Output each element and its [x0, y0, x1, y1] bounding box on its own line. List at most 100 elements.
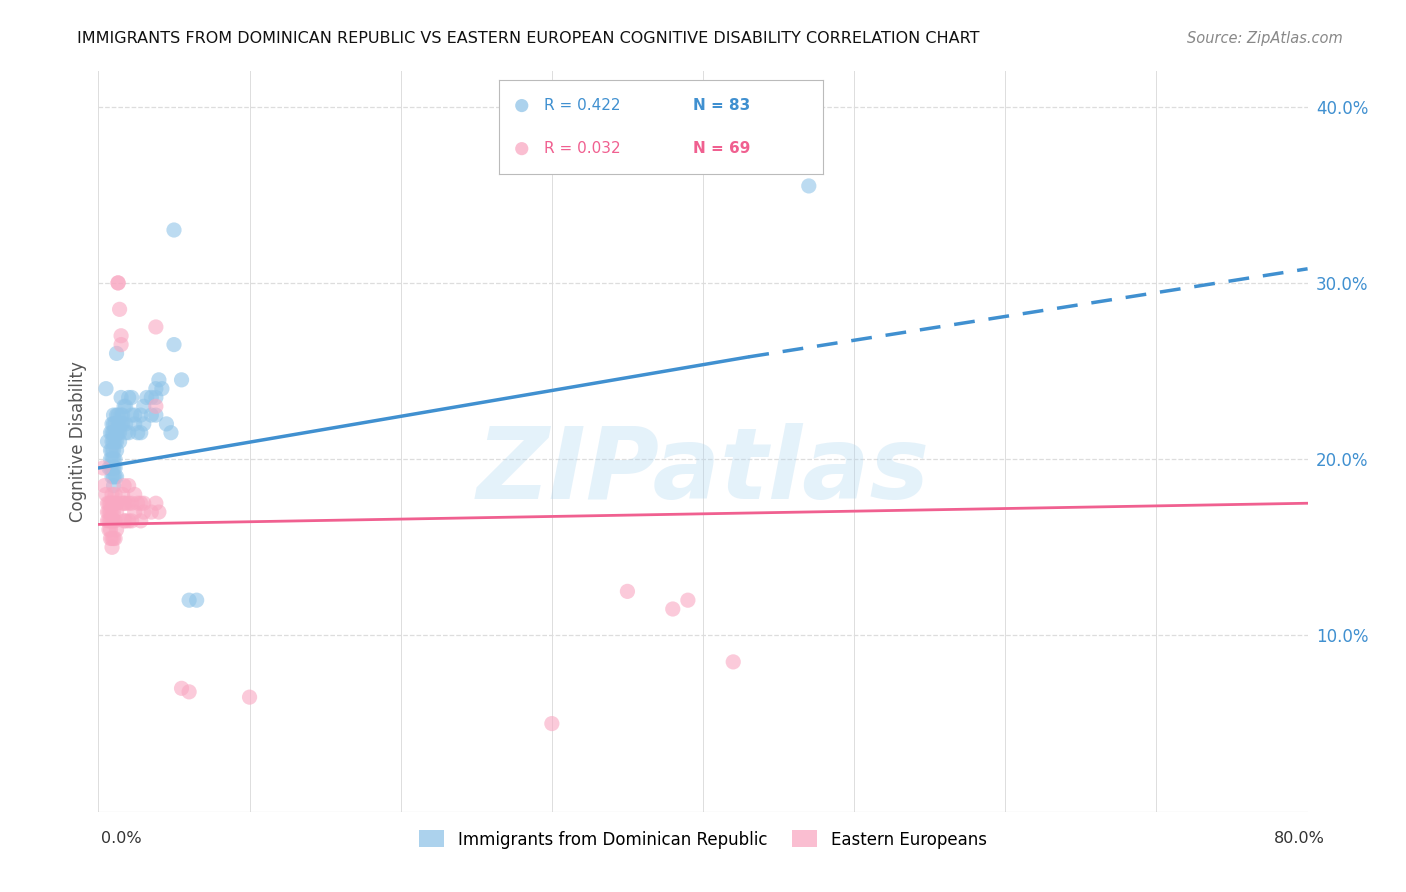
Text: R = 0.032: R = 0.032 — [544, 141, 621, 156]
Point — [118, 391, 141, 405]
Point — [101, 514, 124, 528]
Point — [145, 391, 167, 405]
Point — [103, 408, 125, 422]
Point — [107, 276, 129, 290]
Text: Source: ZipAtlas.com: Source: ZipAtlas.com — [1187, 31, 1343, 46]
Point — [141, 391, 163, 405]
Point — [94, 487, 117, 501]
Point — [127, 425, 149, 440]
Point — [129, 425, 152, 440]
Text: N = 83: N = 83 — [693, 98, 751, 113]
Point — [108, 434, 131, 449]
Point — [100, 452, 122, 467]
Point — [104, 496, 127, 510]
Point — [105, 443, 128, 458]
Point — [101, 425, 124, 440]
Point — [103, 478, 125, 492]
Point — [616, 584, 638, 599]
Point — [111, 417, 134, 431]
Point — [108, 302, 131, 317]
Point — [110, 408, 132, 422]
Point — [112, 514, 135, 528]
Point — [101, 541, 124, 555]
Point — [100, 461, 122, 475]
Text: 80.0%: 80.0% — [1274, 831, 1324, 846]
Point — [101, 496, 124, 510]
Point — [108, 425, 131, 440]
Point — [510, 142, 533, 156]
Point — [121, 391, 143, 405]
Point — [118, 496, 141, 510]
Point — [118, 425, 141, 440]
Point — [100, 514, 122, 528]
Point — [100, 425, 122, 440]
Point — [100, 532, 122, 546]
Point — [768, 144, 790, 158]
Point — [94, 382, 117, 396]
Point — [98, 514, 121, 528]
Point — [96, 434, 118, 449]
Point — [100, 443, 122, 458]
Point — [124, 408, 146, 422]
Point — [98, 523, 121, 537]
Point — [105, 434, 128, 449]
Point — [129, 514, 152, 528]
Point — [540, 716, 562, 731]
Point — [129, 496, 152, 510]
Text: R = 0.422: R = 0.422 — [544, 98, 621, 113]
Point — [141, 505, 163, 519]
Point — [121, 408, 143, 422]
Point — [170, 373, 193, 387]
Point — [101, 532, 124, 546]
Point — [103, 417, 125, 431]
Point — [101, 461, 124, 475]
Point — [103, 470, 125, 484]
Point — [114, 417, 136, 431]
Point — [111, 496, 134, 510]
Point — [103, 514, 125, 528]
Point — [104, 514, 127, 528]
Point — [104, 417, 127, 431]
Point — [103, 461, 125, 475]
Point — [145, 496, 167, 510]
Point — [110, 328, 132, 343]
Point — [132, 505, 155, 519]
Text: N = 69: N = 69 — [693, 141, 751, 156]
Point — [179, 685, 201, 699]
Point — [93, 478, 115, 492]
Point — [104, 487, 127, 501]
Point — [104, 461, 127, 475]
Point — [96, 505, 118, 519]
Text: ZIPatlas: ZIPatlas — [477, 423, 929, 520]
Y-axis label: Cognitive Disability: Cognitive Disability — [69, 361, 87, 522]
Point — [114, 496, 136, 510]
Point — [145, 320, 167, 334]
Point — [111, 487, 134, 501]
Point — [105, 408, 128, 422]
Point — [132, 399, 155, 413]
Point — [797, 178, 820, 193]
Point — [103, 532, 125, 546]
Point — [163, 223, 186, 237]
Point — [179, 593, 201, 607]
Point — [132, 496, 155, 510]
Point — [107, 276, 129, 290]
Point — [145, 408, 167, 422]
Point — [104, 470, 127, 484]
Point — [98, 496, 121, 510]
Point — [104, 452, 127, 467]
Point — [110, 391, 132, 405]
Point — [145, 399, 167, 413]
Point — [110, 337, 132, 351]
Point — [124, 505, 146, 519]
Point — [107, 417, 129, 431]
Point — [111, 408, 134, 422]
Point — [100, 505, 122, 519]
Point — [103, 452, 125, 467]
Point — [114, 399, 136, 413]
Point — [104, 425, 127, 440]
Point — [103, 496, 125, 510]
Point — [101, 470, 124, 484]
Point — [98, 505, 121, 519]
Point — [103, 434, 125, 449]
